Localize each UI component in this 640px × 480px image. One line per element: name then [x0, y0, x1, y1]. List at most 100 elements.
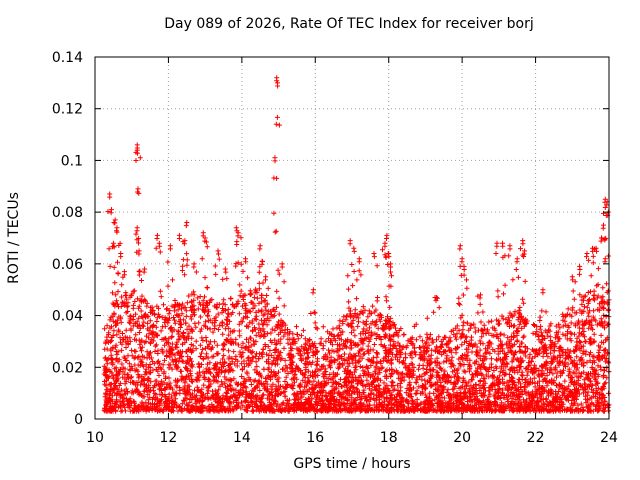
data-point: [232, 361, 238, 367]
data-point: [381, 380, 387, 386]
data-point: [414, 397, 420, 403]
data-point: [462, 386, 468, 392]
data-point: [393, 325, 398, 331]
data-point: [364, 377, 370, 383]
data-point: [499, 313, 505, 319]
data-point: [465, 346, 471, 352]
data-point: [129, 347, 135, 353]
data-point: [533, 331, 539, 337]
data-point: [128, 364, 134, 369]
data-point: [201, 322, 207, 328]
data-point: [589, 373, 595, 379]
data-point: [274, 377, 280, 383]
data-point: [129, 291, 135, 297]
data-point: [269, 369, 274, 375]
data-point: [119, 294, 125, 300]
data-point: [167, 344, 173, 350]
data-point: [557, 325, 563, 331]
data-point: [209, 401, 215, 407]
data-point: [426, 353, 432, 359]
data-point: [486, 319, 492, 325]
data-point: [588, 350, 593, 356]
data-point: [605, 408, 611, 414]
data-point: [239, 361, 245, 367]
data-point: [424, 315, 430, 321]
data-point: [162, 323, 168, 329]
data-point: [120, 331, 125, 336]
data-point: [164, 306, 170, 312]
data-point: [365, 343, 371, 349]
data-point: [260, 346, 266, 352]
data-point: [488, 361, 494, 367]
data-point: [147, 395, 153, 401]
data-point: [294, 324, 299, 330]
data-point: [260, 322, 266, 328]
data-point: [204, 338, 209, 344]
data-point: [102, 326, 108, 332]
data-point: [589, 395, 595, 401]
data-point: [202, 345, 208, 351]
data-point: [182, 383, 188, 389]
data-point: [393, 368, 399, 374]
data-point: [259, 351, 265, 357]
data-point: [295, 332, 300, 337]
data-point: [169, 366, 175, 372]
data-point: [212, 323, 218, 329]
data-point: [262, 342, 268, 347]
data-point: [581, 363, 587, 369]
data-point: [180, 397, 186, 403]
data-point: [455, 366, 461, 372]
data-point: [427, 390, 433, 396]
data-point: [181, 405, 187, 411]
data-point: [118, 304, 124, 309]
data-point: [416, 384, 422, 390]
data-point: [111, 328, 117, 334]
data-point: [588, 378, 594, 384]
data-point: [368, 321, 374, 327]
data-point: [192, 320, 198, 326]
data-point: [602, 347, 608, 353]
data-point: [238, 288, 244, 294]
data-point: [559, 349, 565, 355]
data-point: [366, 339, 372, 344]
data-point: [219, 379, 225, 385]
data-point: [547, 334, 553, 340]
data-point: [524, 372, 530, 378]
data-point: [360, 341, 366, 347]
data-point: [453, 334, 458, 340]
data-point: [480, 341, 486, 347]
data-point: [302, 336, 308, 342]
data-point: [580, 343, 586, 349]
data-point: [365, 314, 371, 320]
data-point: [456, 356, 462, 362]
data-point: [142, 340, 148, 346]
data-point: [310, 349, 316, 355]
data-point: [298, 333, 304, 339]
data-point: [453, 336, 459, 342]
data-point: [104, 387, 110, 393]
data-point: [314, 366, 320, 372]
data-point: [569, 307, 575, 313]
data-point: [184, 300, 190, 306]
data-point: [326, 347, 331, 353]
data-point: [445, 387, 451, 393]
data-point: [225, 314, 231, 320]
data-point: [109, 393, 115, 399]
data-point: [486, 394, 492, 400]
data-point: [123, 345, 129, 350]
data-point: [220, 347, 226, 353]
data-point: [338, 337, 344, 343]
data-point: [177, 387, 183, 393]
data-point: [478, 327, 484, 333]
data-point: [119, 408, 125, 414]
data-point: [117, 335, 123, 341]
data-point: [547, 370, 553, 375]
data-point: [282, 357, 288, 363]
data-point: [221, 353, 227, 359]
data-point: [501, 332, 507, 338]
data-point: [401, 403, 407, 409]
data-point: [576, 391, 582, 397]
data-point: [199, 350, 204, 356]
data-point: [133, 311, 139, 317]
data-point: [578, 401, 584, 407]
